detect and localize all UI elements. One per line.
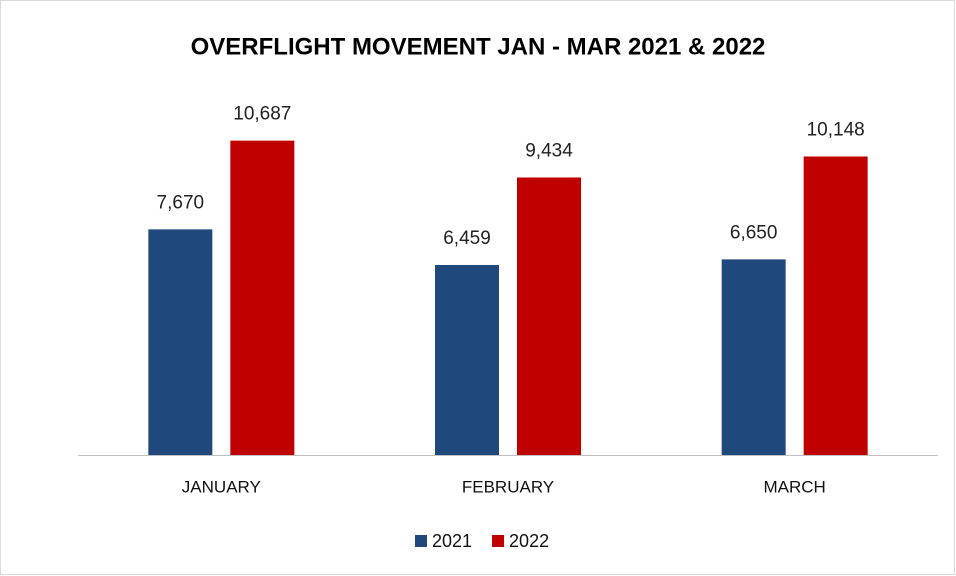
legend-swatch (415, 535, 427, 547)
data-label: 10,148 (807, 119, 865, 140)
x-tick-label: MARCH (763, 477, 825, 496)
legend-label: 2022 (509, 531, 549, 551)
data-label: 9,434 (525, 140, 573, 161)
data-label: 6,459 (443, 228, 491, 249)
data-label: 7,670 (157, 192, 205, 213)
bar (721, 259, 786, 455)
bar (148, 229, 213, 455)
legend-swatch (492, 535, 505, 547)
chart-title: OVERFLIGHT MOVEMENT JAN - MAR 2021 & 202… (191, 33, 766, 60)
x-tick-label: FEBRUARY (462, 477, 554, 496)
data-label: 6,650 (730, 222, 778, 243)
bar (803, 156, 868, 455)
bar (435, 264, 499, 455)
data-label: 10,687 (233, 104, 291, 125)
bar (517, 177, 581, 456)
legend-label: 2021 (432, 531, 472, 551)
x-tick-label: JANUARY (182, 477, 261, 496)
bar (230, 140, 295, 455)
